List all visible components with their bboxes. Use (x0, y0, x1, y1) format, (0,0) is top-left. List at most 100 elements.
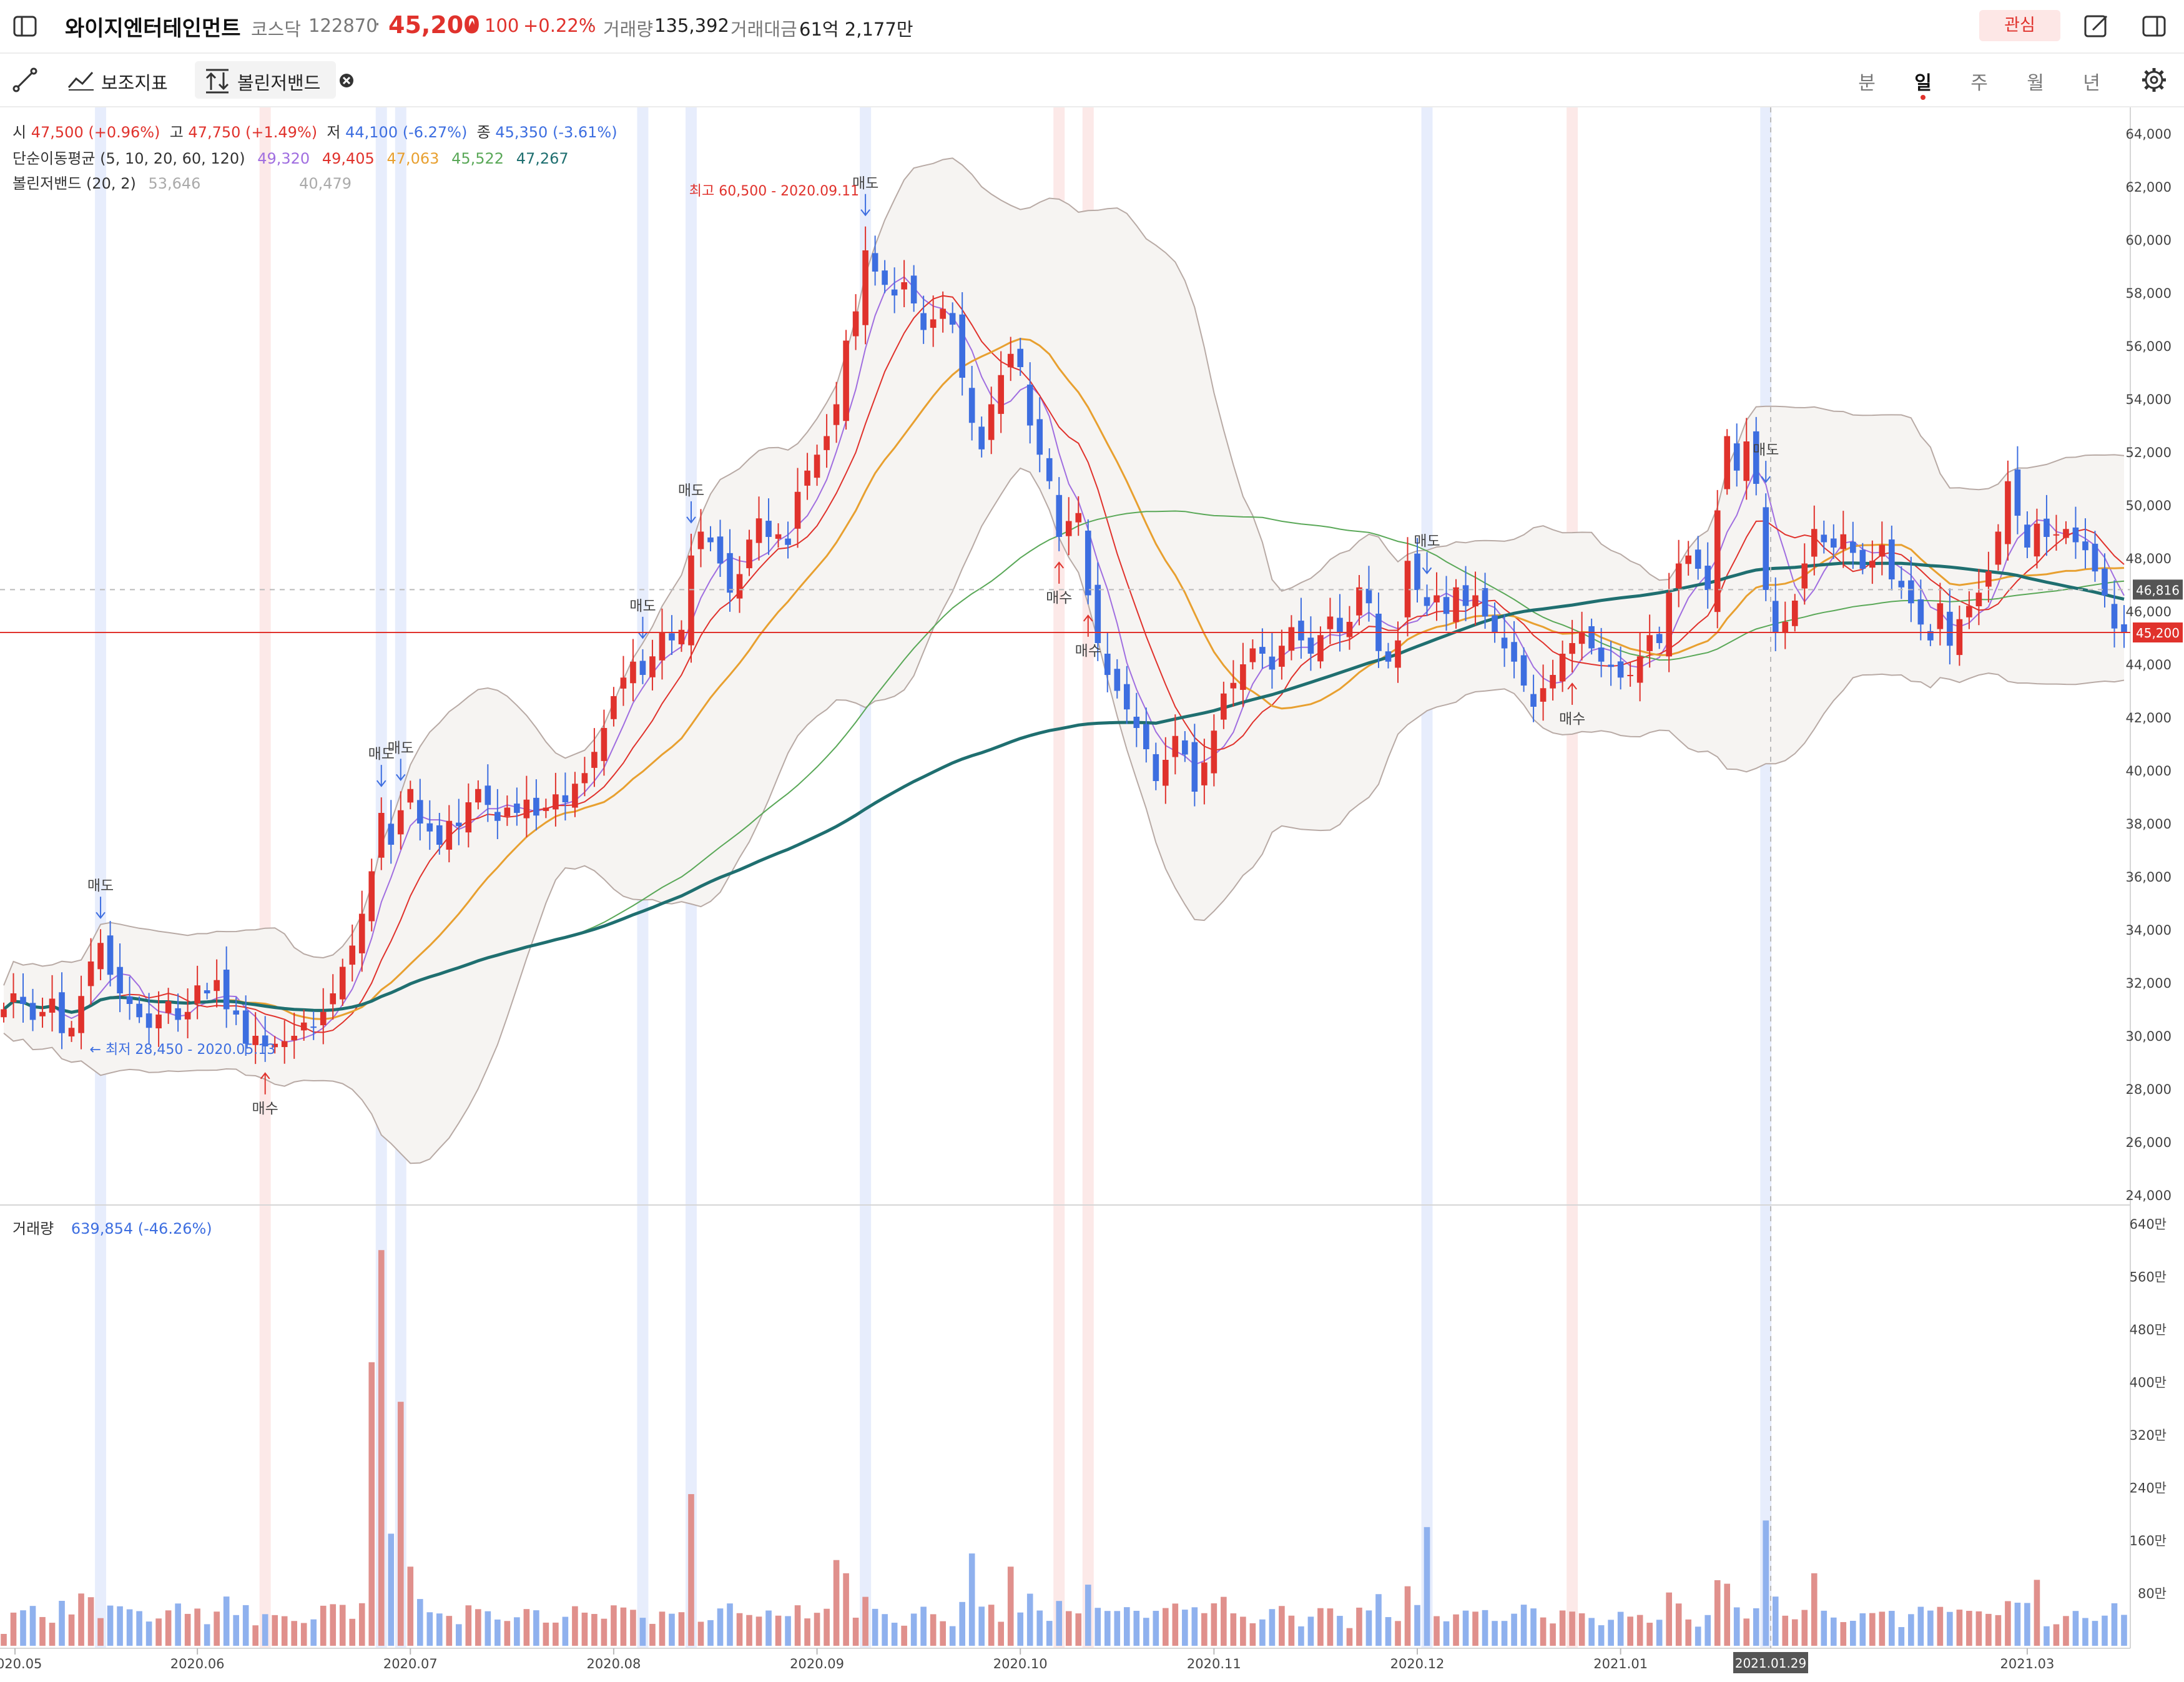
candle-body (572, 784, 578, 808)
high-annotation: 최고 60,500 - 2020.09.11 (689, 184, 859, 199)
period-week[interactable]: 주 (1970, 72, 1988, 94)
volume-bar (426, 1612, 433, 1646)
candle (591, 728, 598, 787)
low-value: 44,100 (-6.27%) (345, 124, 468, 141)
indicator-button[interactable]: 보조지표 (101, 72, 168, 94)
volume-bar (1395, 1621, 1401, 1646)
volume-bar (1869, 1613, 1876, 1646)
volume-bar (814, 1613, 820, 1646)
candle-body (620, 677, 627, 689)
candle-body (1627, 675, 1633, 676)
sidebar-toggle-icon[interactable] (12, 14, 37, 39)
candle (765, 498, 772, 555)
candle (1414, 538, 1420, 602)
candle-body (358, 913, 365, 953)
candle (223, 946, 230, 1028)
period-day[interactable]: 일 (1914, 72, 1932, 94)
panel-toggle-icon[interactable] (2142, 14, 2167, 39)
candle-body (2053, 534, 2060, 536)
candle (910, 265, 917, 312)
candle-body (2034, 523, 2040, 557)
candle-body (678, 629, 685, 644)
volume-bar (194, 1608, 200, 1646)
candle-body (1947, 611, 1953, 646)
indicator-icon[interactable] (67, 69, 95, 91)
open-label: 시 (12, 124, 27, 141)
candle (755, 496, 762, 561)
candle-body (1791, 601, 1798, 626)
settings-gear-icon[interactable] (2140, 66, 2168, 94)
candle-body (349, 945, 356, 965)
volume-bar (78, 1593, 84, 1646)
volume-bar (175, 1603, 181, 1646)
candle (416, 779, 423, 841)
signal-highlight-1 (259, 107, 271, 1648)
volume-bar (959, 1601, 965, 1646)
period-year[interactable]: 년 (2083, 72, 2100, 94)
volume-bar (1685, 1619, 1691, 1646)
candle (1298, 598, 1304, 659)
current-price-tag (2133, 622, 2183, 642)
candle (2072, 506, 2079, 559)
candle (523, 775, 530, 838)
candle-body (1801, 563, 1808, 589)
volume-bar (1094, 1608, 1101, 1646)
period-month[interactable]: 월 (2027, 72, 2044, 94)
candle-body (1172, 735, 1179, 757)
candle (1704, 542, 1711, 609)
annotations: 최고 60,500 - 2020.09.11 ← 최저 28,450 - 2020… (90, 184, 860, 1058)
volume-bar (1791, 1619, 1798, 1646)
period-minute[interactable]: 분 (1858, 72, 1876, 94)
candle-body (2121, 624, 2127, 632)
volume-bar (1104, 1611, 1111, 1646)
volume-bar (1908, 1614, 1914, 1646)
draw-line-icon[interactable] (12, 67, 37, 92)
volume-bar (1036, 1610, 1043, 1646)
volume-bar (852, 1617, 859, 1646)
volume-bar (1221, 1596, 1227, 1646)
candle-body (1772, 601, 1779, 632)
candle (1617, 646, 1624, 690)
y-tick-label: 60,000 (2126, 233, 2172, 248)
candle-body (852, 311, 859, 337)
volume-bar (117, 1606, 123, 1646)
candle-body (1704, 565, 1711, 590)
volume-bar (339, 1605, 346, 1646)
candle (117, 943, 123, 1013)
candle-body (87, 961, 94, 986)
candle-body (1859, 549, 1866, 569)
volume-bar (155, 1618, 162, 1646)
candle (1714, 489, 1721, 629)
candle-body (736, 574, 743, 599)
edit-icon[interactable] (2083, 12, 2110, 40)
favorite-button[interactable]: 관심 (1979, 10, 2060, 41)
candle (533, 779, 539, 831)
candle-body (1385, 651, 1392, 662)
candle-body (2092, 543, 2098, 572)
candle (959, 292, 965, 396)
volume-bar (2072, 1611, 2079, 1646)
candle (397, 791, 404, 850)
candle-body (968, 388, 975, 423)
candle (843, 330, 849, 430)
volume-bar (2102, 1615, 2108, 1646)
candle (1675, 539, 1682, 607)
candle-body (891, 289, 898, 296)
candle-body (920, 313, 927, 330)
buy-signal-label: 매수 (252, 1101, 278, 1117)
candle-body (978, 426, 985, 450)
volume-bar (2053, 1624, 2060, 1646)
candle (1937, 583, 1944, 646)
volume-bar (1365, 1610, 1372, 1646)
volume-bar (1811, 1573, 1818, 1646)
volume-tick-label: 320만 (2130, 1428, 2167, 1443)
candle (1482, 573, 1488, 629)
active-period-dot (1921, 95, 1926, 100)
candle (1046, 448, 1053, 489)
candle (688, 533, 694, 663)
close-icon[interactable] (338, 72, 355, 89)
volume-bar (1434, 1616, 1440, 1646)
volume-bar (1385, 1617, 1392, 1646)
